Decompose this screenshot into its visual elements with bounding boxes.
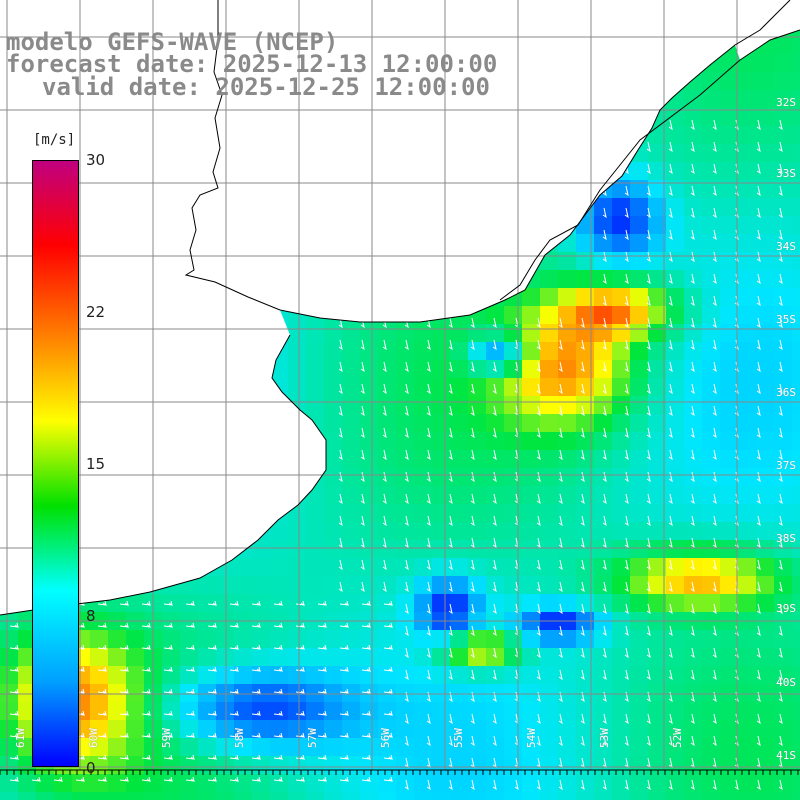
lon-label-52w: 52W — [671, 728, 684, 748]
land-area — [0, 0, 790, 322]
forecast-date: forecast date: 2025-12-13 12:00:00 — [6, 50, 498, 78]
lon-label-58w: 58W — [233, 728, 246, 748]
lat-label-34s: 34S — [776, 240, 796, 253]
colorbar-unit: [m/s] — [33, 132, 76, 148]
colorbar-tick-22: 22 — [86, 303, 106, 321]
lon-label-53w: 53W — [598, 728, 611, 748]
lat-label-32s: 32S — [776, 96, 796, 109]
colorbar-tick-0: 0 — [86, 759, 96, 777]
graticule — [0, 0, 800, 770]
lon-label-56w: 56W — [379, 728, 392, 748]
lon-label-59w: 59W — [160, 728, 173, 748]
lat-label-35s: 35S — [776, 313, 796, 326]
lat-label-33s: 33S — [776, 167, 796, 180]
lat-label-39s: 39S — [776, 602, 796, 615]
valid-date: valid date: 2025-12-25 12:00:00 — [42, 73, 490, 101]
lon-label-60w: 60W — [87, 728, 100, 748]
land-area-argentina — [0, 0, 326, 615]
lat-label-37s: 37S — [776, 459, 796, 472]
lat-label-41s: 41S — [776, 749, 796, 762]
coastline-uruguay — [184, 0, 791, 323]
colorbar-tick-8: 8 — [86, 607, 96, 625]
lon-label-61w: 61W — [14, 728, 27, 748]
lon-label-57w: 57W — [306, 728, 319, 748]
coastline-argentina — [0, 334, 327, 616]
wind-vectors — [9, 119, 783, 791]
lat-label-36s: 36S — [776, 386, 796, 399]
lon-label-55w: 55W — [452, 728, 465, 748]
land-area-brazil — [735, 0, 800, 60]
coastline-brazil — [499, 29, 800, 301]
frame — [0, 769, 800, 775]
lon-label-54w: 54W — [525, 728, 538, 748]
colorbar-tick-30: 30 — [86, 151, 106, 169]
lat-label-40s: 40S — [776, 676, 796, 689]
lat-label-38s: 38S — [776, 532, 796, 545]
colorbar — [32, 160, 79, 767]
model-title: modelo GEFS-WAVE (NCEP) — [6, 28, 339, 56]
colorbar-tick-15: 15 — [86, 455, 106, 473]
